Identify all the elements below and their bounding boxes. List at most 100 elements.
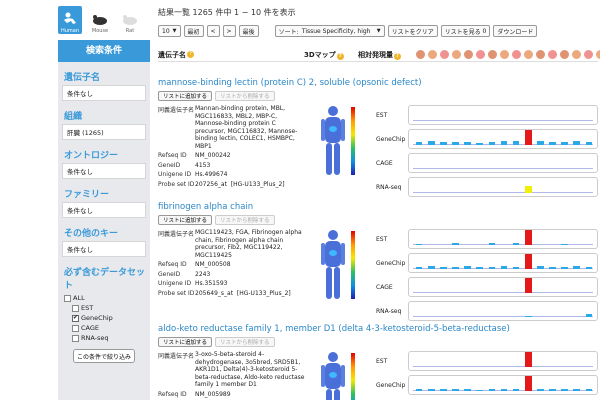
condition-other-keys[interactable]: 条件なし [62,241,146,257]
info-geneid: GeneID 2243 [158,271,308,279]
download-button[interactable]: ダウンロード [493,25,538,37]
view-list-label: リストを見る [444,28,481,36]
add-to-list-button[interactable]: リストに追加する [158,337,213,347]
species-mouse[interactable]: Mouse [88,6,112,34]
gene-title-link[interactable]: fibrinogen alpha chain [158,202,254,212]
expression-bar [585,389,593,391]
remove-from-list-button[interactable]: リストから削除する [215,215,275,225]
dataset-genechip[interactable]: ✔ GeneChip [64,313,144,323]
gene-title-link[interactable]: aldo-keto reductase family 1, member D1 … [158,324,510,334]
track-genechip: GeneChip [376,253,598,275]
species-rat[interactable]: Rat [118,6,142,34]
checkbox-checked[interactable]: ✔ [72,314,79,322]
cage-chart[interactable] [408,153,598,173]
checkbox[interactable] [72,334,79,342]
info-value[interactable]: NM_000242 [195,152,231,159]
sort-value: Tissue Specificity, high [301,27,371,35]
track-label: RNA-seq [376,184,402,191]
expression-bar [524,230,532,245]
body-3d-map-image[interactable] [318,229,348,301]
expression-bar [439,266,447,269]
expression-bar [415,266,423,269]
track-label: GeneChip [376,260,406,267]
expression-bar [452,389,459,391]
rnaseq-chart[interactable] [408,177,598,197]
body-3d-map-image[interactable] [318,351,348,400]
expression-bar [500,266,508,269]
next-page-button[interactable]: > [222,25,236,37]
expression-bar [512,243,520,245]
checkbox[interactable] [72,304,79,312]
apply-filter-button[interactable]: この条件で絞り込み [73,349,135,363]
info-value[interactable]: Hs.499674 [195,171,228,178]
rat-icon [123,15,137,25]
genechip-chart[interactable] [408,253,598,273]
expression-bar [573,388,581,391]
species-human-label: Human [60,28,80,34]
info-value[interactable]: 205649_s_at [HG-U133_Plus_2] [195,290,308,298]
add-to-list-button[interactable]: リストに追加する [158,91,213,101]
info-key: Unigene ID [158,280,192,287]
organ-icon-row [416,50,600,59]
expression-bar [524,130,532,145]
expression-bar [549,266,556,269]
help-icon[interactable]: ? [394,52,401,60]
remove-from-list-button[interactable]: リストから削除する [215,91,275,101]
track-label: EST [376,358,388,365]
est-chart[interactable] [408,229,598,249]
clear-list-button[interactable]: リストをクリア [387,25,438,37]
prev-page-button[interactable]: < [206,25,220,37]
help-icon[interactable]: ? [336,52,344,60]
info-value[interactable]: NM_005989 [195,390,231,398]
gene-entry: mannose-binding lectin (protein C) 2, so… [158,78,598,205]
view-list-button[interactable]: リストを見る 0 [440,25,491,37]
genechip-chart[interactable] [408,129,598,149]
checkbox[interactable] [64,294,71,302]
expression-bar [476,142,484,145]
condition-family[interactable]: 条件なし [62,202,146,218]
expression-color-scale [351,107,355,175]
genechip-chart[interactable] [408,375,598,395]
probeset-id: 205649_s_at [195,289,234,297]
info-probeset: Probe set ID 207256_at [HG-U133_Plus_2] [158,181,308,189]
expression-bar [561,243,568,245]
info-value[interactable]: 2243 [195,270,211,278]
first-page-button[interactable]: 最初 [183,25,204,37]
dataset-all[interactable]: ALL [64,293,144,303]
sort-select[interactable]: ソート: Tissue Specificity, high ▼ [274,25,385,37]
heart-icon [440,50,449,59]
mouse-icon [93,15,107,25]
col-3d-map-label: 3Dマップ [304,50,336,59]
add-to-list-button[interactable]: リストに追加する [158,215,213,225]
info-value[interactable]: 207256_at [HG-U133_Plus_2] [195,181,308,189]
expression-color-scale [351,353,355,400]
est-chart[interactable] [408,105,598,125]
expression-bar [512,389,520,391]
body-3d-map-image[interactable] [318,105,348,177]
info-value[interactable]: Hs.351593 [195,280,228,287]
cage-chart[interactable] [408,277,598,297]
page-size-select[interactable]: 10 ▼ [158,25,181,37]
est-chart[interactable] [408,351,598,371]
help-icon[interactable]: ? [187,51,194,58]
condition-gene-name[interactable]: 条件なし [62,85,146,101]
dataset-est[interactable]: EST [64,303,144,313]
info-value[interactable]: NM_000508 [195,261,231,268]
condition-tissue[interactable]: 肝臓 (1265) [62,124,146,140]
dataset-cage[interactable]: CAGE [64,323,144,333]
checkbox[interactable] [72,324,79,332]
species-human[interactable]: Human [58,6,82,34]
info-value: Mannan-binding protein, MBL, MGC116833, … [195,105,298,150]
last-page-button[interactable]: 最後 [238,25,259,37]
track-label: RNA-seq [376,308,402,315]
remove-from-list-button[interactable]: リストから削除する [215,337,275,347]
dataset-rnaseq[interactable]: RNA-seq [64,333,144,343]
condition-ontology[interactable]: 条件なし [62,163,146,179]
info-value[interactable]: 4153 [195,161,211,169]
gene-actions: リストに追加する リストから削除する [158,337,598,347]
rnaseq-chart[interactable] [408,301,598,321]
info-key: Probe set ID [158,180,195,188]
chart-baseline [413,244,593,245]
gene-title-link[interactable]: mannose-binding lectin (protein C) 2, so… [158,78,422,88]
